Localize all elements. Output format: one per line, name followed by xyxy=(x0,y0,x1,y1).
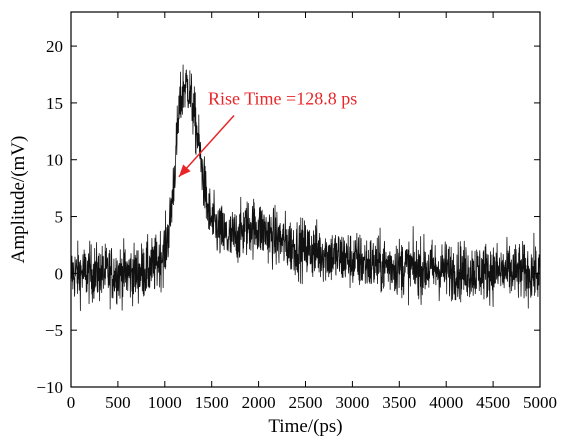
x-tick-label: 2000 xyxy=(242,393,276,412)
x-tick-label: 500 xyxy=(105,393,131,412)
x-tick-label: 0 xyxy=(67,393,76,412)
y-tick-label: −5 xyxy=(45,321,63,340)
y-tick-label: −10 xyxy=(36,378,63,397)
plot-frame xyxy=(70,11,541,388)
x-tick-label: 2500 xyxy=(289,393,323,412)
annotation-arrow xyxy=(178,114,235,178)
ticks-layer xyxy=(70,12,541,388)
annotation-arrowhead xyxy=(178,164,191,177)
x-tick-label: 1000 xyxy=(148,393,182,412)
annotation-layer: Rise Time =128.8 ps xyxy=(178,88,357,178)
y-tick-label: 0 xyxy=(55,264,64,283)
y-tick-label: 10 xyxy=(46,151,63,170)
y-tick-label: 15 xyxy=(46,94,63,113)
x-tick-label: 3500 xyxy=(382,393,416,412)
x-tick-label: 4500 xyxy=(476,393,510,412)
series-layer xyxy=(70,64,541,312)
x-tick-label: 1500 xyxy=(195,393,229,412)
x-axis-title: Time/(ps) xyxy=(268,416,342,437)
signal-trace xyxy=(70,64,541,312)
x-tick-label: 4000 xyxy=(429,393,463,412)
x-tick-label: 5000 xyxy=(523,393,557,412)
x-tick-label: 3000 xyxy=(335,393,369,412)
annotation-label: Rise Time =128.8 ps xyxy=(208,88,357,108)
y-axis-title: Amplitude/(mV) xyxy=(8,136,29,264)
y-tick-label: 20 xyxy=(46,37,63,56)
tick-labels-layer: 0 500 1000 1500 2000 2500 3000 3500 4000 4500 5000… xyxy=(36,37,557,412)
y-tick-label: 5 xyxy=(55,208,64,227)
